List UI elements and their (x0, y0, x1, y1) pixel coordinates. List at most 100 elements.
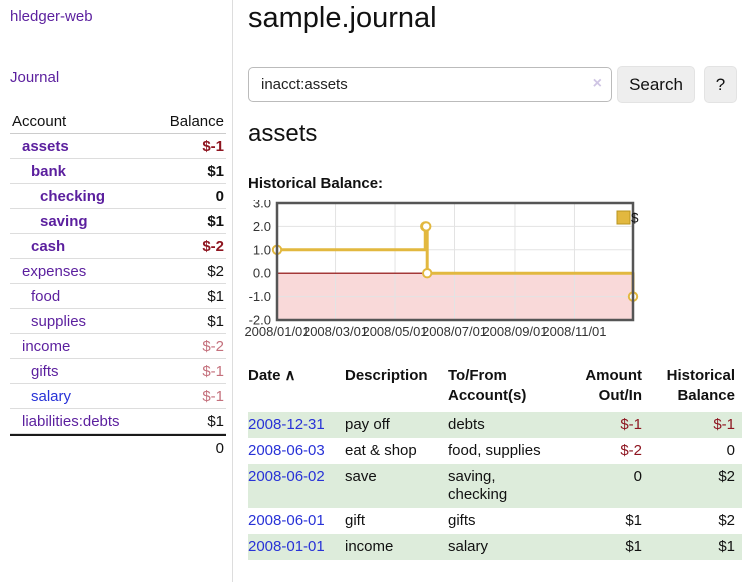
account-balance: 0 (215, 187, 224, 205)
account-balance: $1 (207, 212, 224, 230)
accounts-header-balance: Balance (169, 112, 224, 130)
transaction-amount: $-1 (620, 416, 642, 433)
account-row: gifts $-1 (10, 359, 226, 384)
account-link-saving[interactable]: saving (40, 212, 88, 230)
historical-balance-label: Historical Balance: (248, 175, 384, 192)
svg-text:2008/11/01: 2008/11/01 (542, 324, 606, 339)
transaction-date-link[interactable]: 2008-01-01 (248, 538, 325, 555)
account-balance: $-2 (202, 237, 224, 255)
transaction-balance: $-1 (713, 416, 735, 433)
chart-canvas: 2008/01/012008/03/012008/05/012008/07/01… (244, 196, 639, 340)
svg-text:2008/01/01: 2008/01/01 (244, 324, 309, 339)
account-row: liabilities:debts $1 (10, 409, 226, 434)
account-row: expenses $2 (10, 259, 226, 284)
register-header-description: Description (345, 367, 428, 384)
accounts-header-account: Account (12, 112, 67, 130)
sidebar-item-journal[interactable]: Journal (10, 69, 60, 86)
account-link-liabilities-debts[interactable]: liabilities:debts (22, 412, 120, 430)
account-row: cash $-2 (10, 234, 226, 259)
svg-text:-1.0: -1.0 (249, 289, 271, 304)
accounts-total-value: 0 (215, 440, 224, 457)
transaction-balance: $2 (718, 468, 735, 485)
transaction-description: eat & shop (345, 442, 417, 459)
svg-text:2008/03/01: 2008/03/01 (303, 324, 368, 339)
account-link-cash[interactable]: cash (31, 237, 66, 255)
account-link-supplies[interactable]: supplies (31, 312, 87, 330)
account-heading: assets (248, 120, 318, 147)
transaction-date-link[interactable]: 2008-06-02 (248, 468, 325, 485)
account-link-expenses[interactable]: expenses (22, 262, 87, 280)
svg-text:2.0: 2.0 (253, 219, 271, 234)
transaction-description: pay off (345, 416, 390, 433)
transaction-date-link[interactable]: 2008-06-03 (248, 442, 325, 459)
accounts-total-row: 0 (10, 434, 226, 461)
historical-balance-chart: 2008/01/01 2008/03/01 2008/05/01 2008/07/01… (240, 196, 642, 345)
register-header-historical-balance: Historical Balance (666, 367, 735, 404)
transaction-accounts: saving, checking (448, 468, 508, 503)
transaction-balance: $1 (718, 538, 735, 555)
account-row: saving $1 (10, 209, 226, 234)
transaction-description: income (345, 538, 394, 555)
transaction-amount: $1 (625, 512, 642, 529)
account-link-salary[interactable]: salary (31, 387, 72, 405)
transaction-description: save (345, 468, 377, 485)
account-balance: $-1 (202, 387, 224, 405)
sidebar: hledger-web Journal Account Balance asse… (0, 0, 233, 582)
app-brand: hledger-web (10, 8, 232, 26)
register-header-to-from-account-s-: To/From Account(s) (448, 367, 527, 404)
search-button[interactable]: Search (617, 66, 695, 103)
legend-swatch (616, 210, 631, 225)
account-balance: $-1 (202, 137, 224, 155)
transaction-description: gift (345, 512, 366, 529)
register-table: Date ∧ Description To/From Account(s) Amount… (248, 364, 742, 560)
svg-text:2008/07/01: 2008/07/01 (422, 324, 487, 339)
account-link-assets[interactable]: assets (22, 137, 69, 155)
register-header-date[interactable]: Date ∧ (248, 367, 296, 384)
transaction-accounts: food, supplies (448, 442, 541, 459)
transaction-accounts: debts (448, 416, 485, 433)
register-table-header: Date ∧ Description To/From Account(s) Amount… (248, 364, 742, 412)
account-balance: $1 (207, 312, 224, 330)
account-balance: $-2 (202, 337, 224, 355)
sidebar-nav: Journal (10, 69, 232, 87)
account-balance: $2 (207, 262, 224, 280)
transaction-row: 2008-06-02 save saving, checking 0 $2 (248, 464, 742, 508)
search-input[interactable] (248, 67, 612, 102)
account-row: salary $-1 (10, 384, 226, 409)
transaction-row: 2008-01-01 income salary $1 $1 (248, 534, 742, 560)
app-brand-link[interactable]: hledger-web (10, 8, 93, 25)
clear-search-icon[interactable]: × (592, 75, 602, 92)
page-title: sample.journal (248, 2, 437, 34)
transaction-date-link[interactable]: 2008-06-01 (248, 512, 325, 529)
account-balance: $-1 (202, 362, 224, 380)
register-header-amount-out-in: Amount Out/In (585, 367, 642, 404)
svg-text:3.0: 3.0 (253, 200, 271, 211)
account-row: supplies $1 (10, 309, 226, 334)
accounts-table-header: Account Balance (10, 109, 226, 134)
transaction-amount: $1 (625, 538, 642, 555)
account-row: bank $1 (10, 159, 226, 184)
account-balance: $1 (207, 287, 224, 305)
transaction-date-link[interactable]: 2008-12-31 (248, 416, 325, 433)
help-button[interactable]: ? (704, 66, 737, 103)
transaction-amount: $-2 (620, 442, 642, 459)
account-row: assets $-1 (10, 134, 226, 159)
svg-text:-2.0: -2.0 (249, 313, 271, 328)
account-link-checking[interactable]: checking (40, 187, 106, 205)
svg-text:$: $ (631, 211, 639, 226)
sort-asc-icon: ∧ (284, 367, 296, 384)
transaction-balance: $2 (718, 512, 735, 529)
svg-text:2008/05/01: 2008/05/01 (362, 324, 427, 339)
account-link-gifts[interactable]: gifts (31, 362, 59, 380)
transaction-amount: 0 (633, 468, 642, 485)
svg-text:2008/09/01: 2008/09/01 (482, 324, 547, 339)
account-link-bank[interactable]: bank (31, 162, 67, 180)
account-link-food[interactable]: food (31, 287, 61, 305)
account-balance: $1 (207, 412, 224, 430)
transaction-row: 2008-12-31 pay off debts $-1 $-1 (248, 412, 742, 438)
account-link-income[interactable]: income (22, 337, 71, 355)
transaction-accounts: salary (448, 538, 489, 555)
transaction-accounts: gifts (448, 512, 476, 529)
account-row: income $-2 (10, 334, 226, 359)
svg-text:1.0: 1.0 (253, 242, 271, 257)
